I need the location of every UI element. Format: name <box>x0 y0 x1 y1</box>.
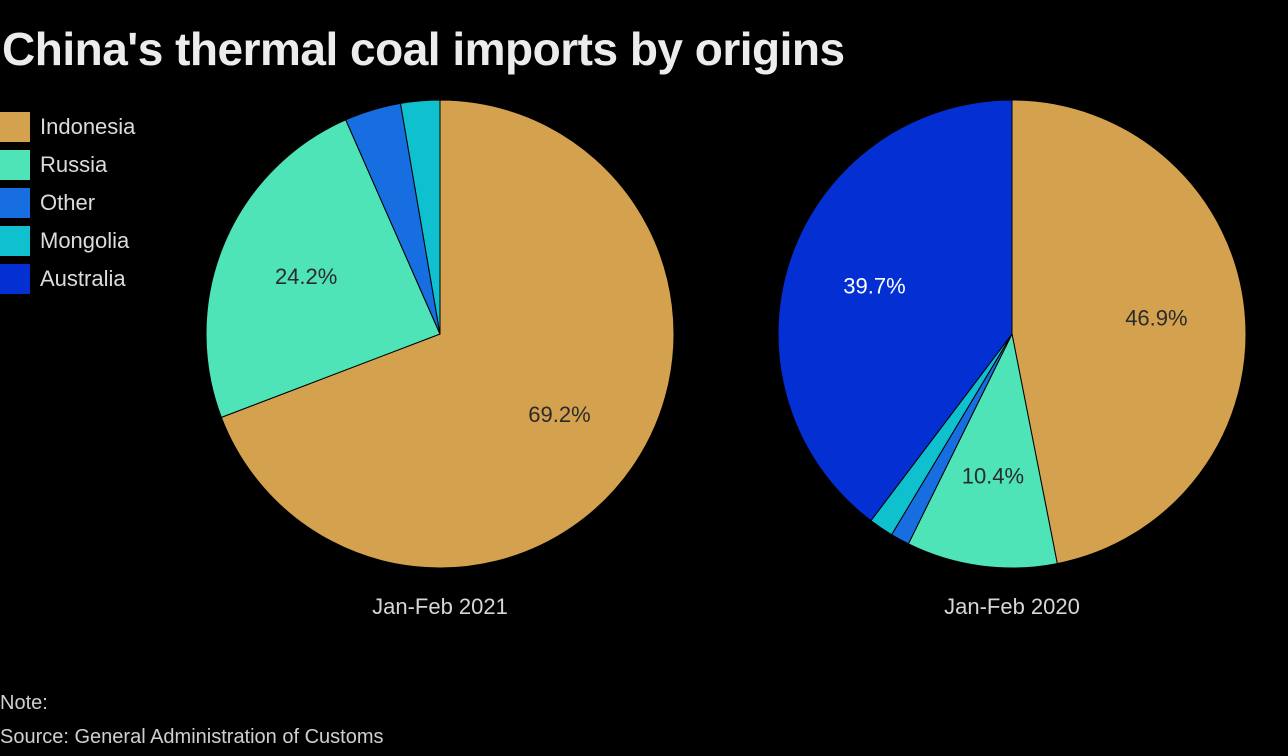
pie-slice-mongolia <box>399 99 441 335</box>
legend-item-australia: Australia <box>0 260 135 298</box>
pie-slice-indonesia <box>1011 99 1247 565</box>
pie-caption: Jan-Feb 2020 <box>944 594 1080 619</box>
legend-item-russia: Russia <box>0 146 135 184</box>
source-note: Source: General Administration of Custom… <box>0 726 384 748</box>
pie-slice-russia <box>907 332 1058 569</box>
pie-chart-1: 69.2% 24.2% Jan-Feb 2021 <box>205 99 675 619</box>
pie-chart-2: 46.9% 10.4% 39.7% Jan-Feb 2020 <box>777 99 1247 619</box>
legend-swatch <box>0 226 30 256</box>
legend-item-mongolia: Mongolia <box>0 222 135 260</box>
legend: Indonesia Russia Other Mongolia Australia <box>0 108 135 298</box>
legend-item-other: Other <box>0 184 135 222</box>
data-label-indonesia: 69.2% <box>528 402 590 427</box>
legend-swatch <box>0 188 30 218</box>
chart-title: China's thermal coal imports by origins <box>2 23 845 75</box>
pie-slice-russia <box>205 119 441 419</box>
legend-label: Other <box>40 190 96 215</box>
pie-slice-indonesia <box>220 99 675 569</box>
data-label-russia: 10.4% <box>962 464 1024 489</box>
legend-label: Mongolia <box>40 228 130 253</box>
data-label-russia: 24.2% <box>275 264 337 289</box>
legend-label: Australia <box>40 266 126 291</box>
legend-label: Russia <box>40 152 108 177</box>
pie-caption: Jan-Feb 2021 <box>372 594 508 619</box>
pie-slice-australia <box>777 99 1013 522</box>
data-label-indonesia: 46.9% <box>1125 306 1187 331</box>
legend-swatch <box>0 264 30 294</box>
legend-swatch <box>0 112 30 142</box>
footnote: Note: <box>0 692 48 714</box>
data-label-australia: 39.7% <box>843 274 905 299</box>
legend-swatch <box>0 150 30 180</box>
legend-label: Indonesia <box>40 114 136 139</box>
legend-item-indonesia: Indonesia <box>0 108 135 146</box>
